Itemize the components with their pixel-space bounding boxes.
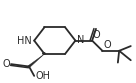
- Text: OH: OH: [35, 71, 50, 81]
- Text: O: O: [2, 59, 10, 69]
- Polygon shape: [28, 54, 44, 67]
- Text: O: O: [103, 40, 111, 50]
- Text: HN: HN: [18, 36, 32, 46]
- Text: N: N: [77, 35, 84, 45]
- Text: O: O: [92, 30, 100, 40]
